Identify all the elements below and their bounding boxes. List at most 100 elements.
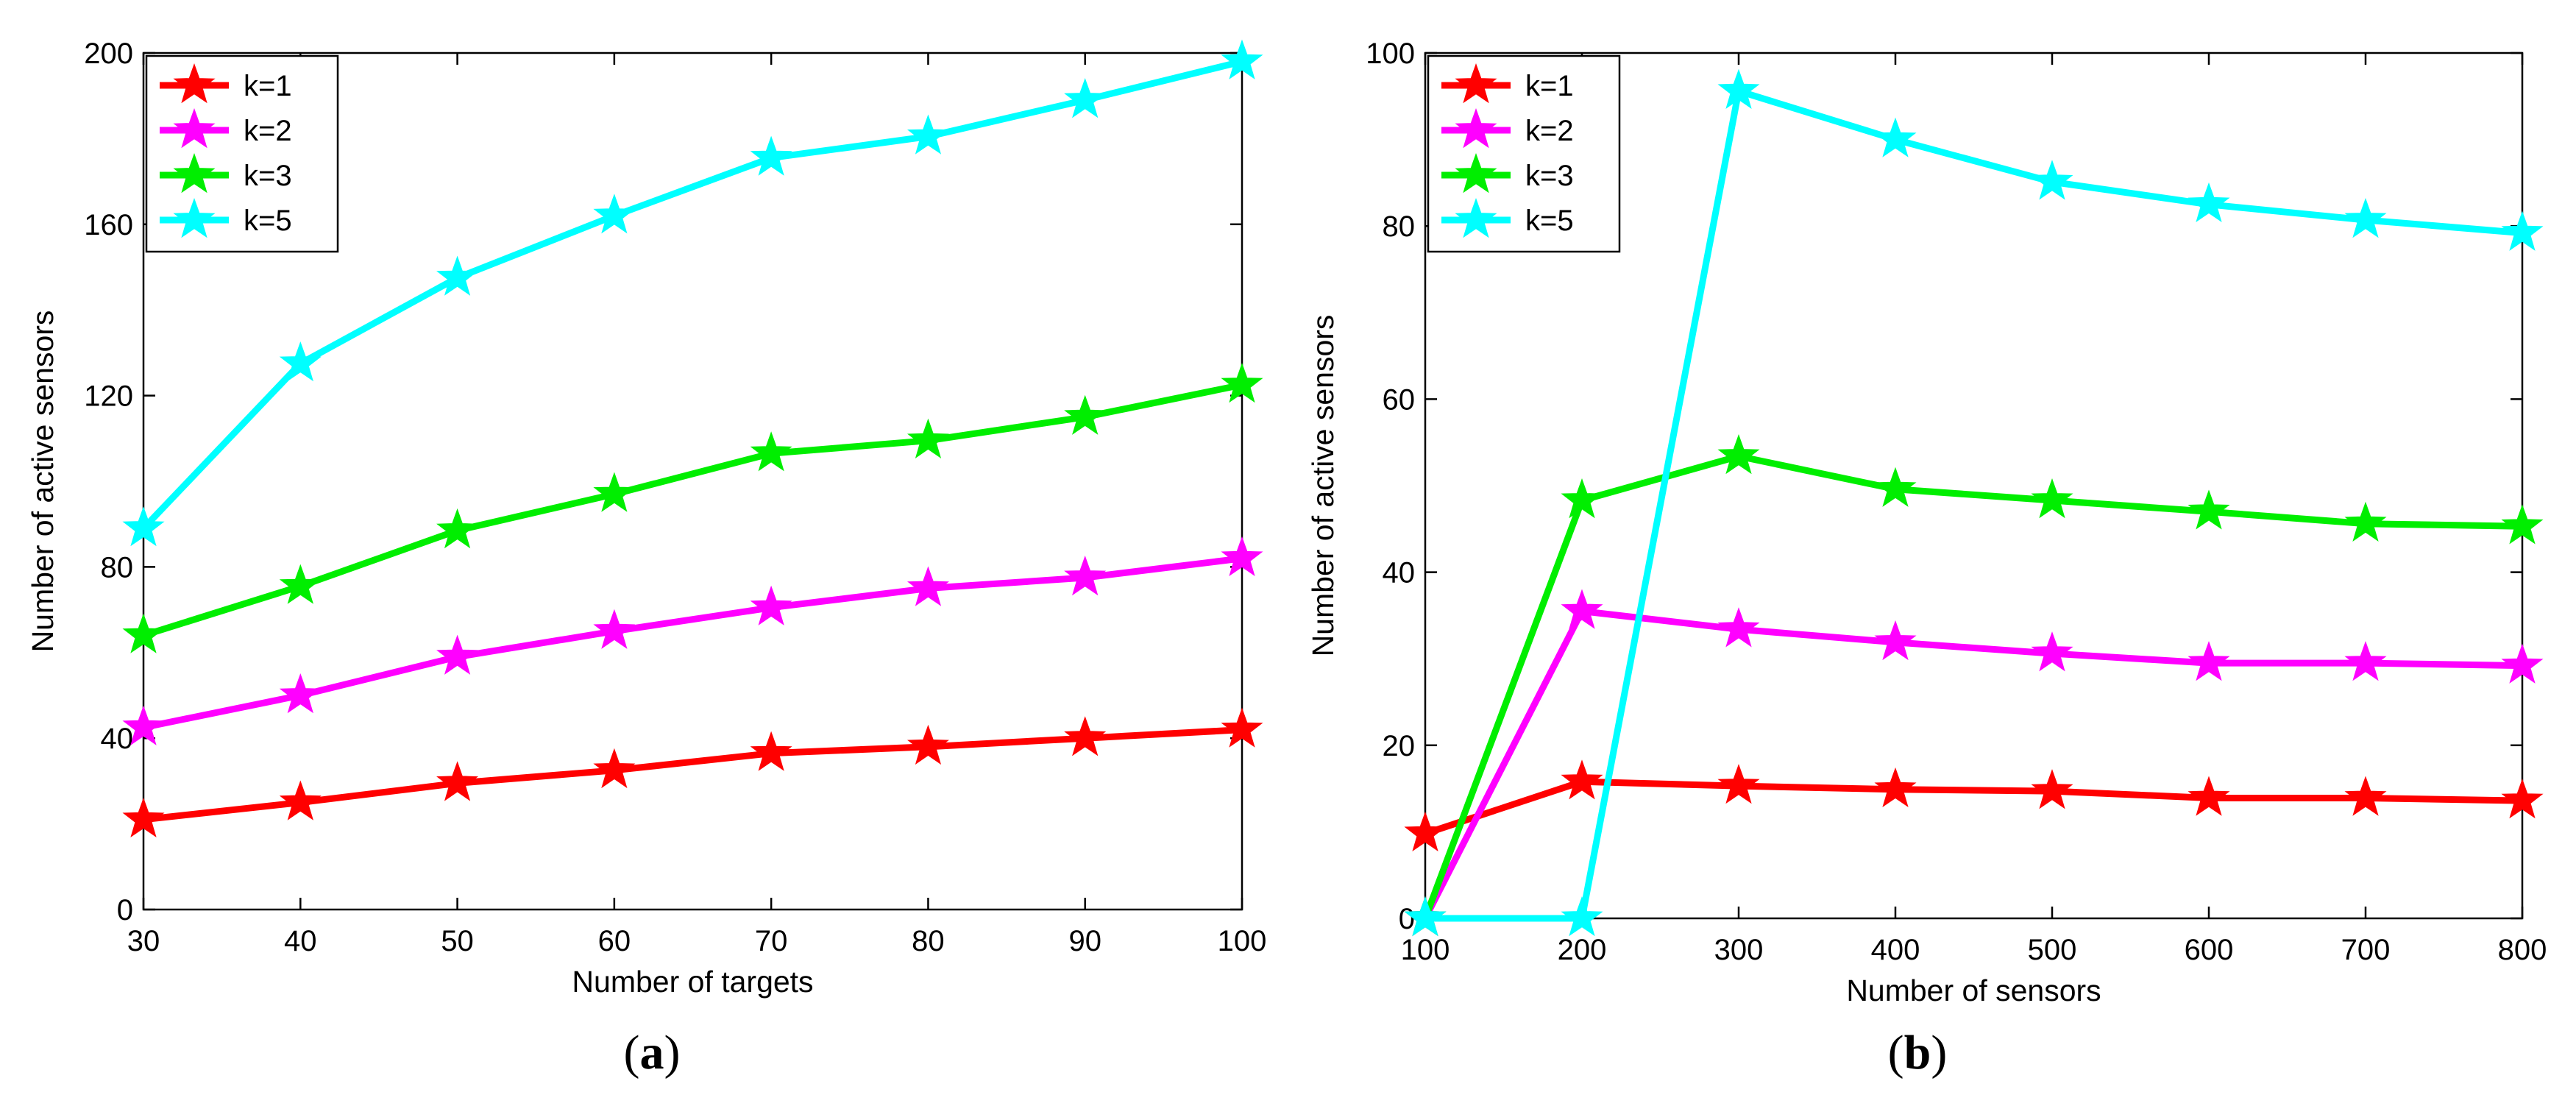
x-axis-label: Number of sensors xyxy=(1846,974,2101,1007)
legend-marker xyxy=(173,198,216,238)
x-tick-label: 800 xyxy=(2498,934,2547,966)
data-point xyxy=(1561,589,1603,629)
data-point xyxy=(2031,478,2073,519)
data-point xyxy=(1874,467,1917,507)
data-point xyxy=(906,418,949,459)
legend: k=1 k=2 k=3 k=5 xyxy=(145,54,339,253)
data-point xyxy=(279,564,322,604)
series-line xyxy=(1422,453,2523,920)
data-point xyxy=(750,135,792,176)
x-tick-label: 80 xyxy=(912,925,945,957)
data-point xyxy=(2344,198,2387,238)
y-axis-label: Number of active sensors xyxy=(1306,315,1340,657)
series-line xyxy=(1425,88,2523,922)
legend-marker xyxy=(173,108,216,149)
data-point xyxy=(2344,776,2387,816)
y-tick-label: 60 xyxy=(1383,383,1416,416)
data-point xyxy=(1717,764,1760,804)
data-point xyxy=(436,255,479,296)
data-point xyxy=(279,341,322,382)
y-tick-label: 0 xyxy=(117,894,133,926)
data-point xyxy=(122,613,165,653)
legend-marker xyxy=(173,153,216,194)
series-k=3 xyxy=(122,363,1263,653)
legend-label: k=2 xyxy=(244,115,292,147)
data-point xyxy=(2031,631,2073,672)
y-tick-label: 120 xyxy=(84,380,133,413)
data-point xyxy=(1874,620,1917,661)
data-point xyxy=(1717,434,1760,475)
data-point xyxy=(2501,504,2544,545)
series-k=2 xyxy=(122,536,1263,745)
series-line xyxy=(142,381,1243,639)
legend-label: k=3 xyxy=(1525,160,1574,192)
data-point xyxy=(279,780,322,820)
data-point xyxy=(593,609,636,649)
data-point xyxy=(1221,707,1263,748)
data-point xyxy=(1874,117,1917,157)
data-point xyxy=(2188,489,2230,530)
legend-label: k=1 xyxy=(1525,70,1574,102)
x-tick-label: 100 xyxy=(1218,925,1267,957)
y-tick-label: 80 xyxy=(1383,210,1416,243)
data-point xyxy=(1717,68,1760,110)
legend-label: k=5 xyxy=(1525,205,1574,237)
y-tick-label: 160 xyxy=(84,209,133,241)
series-line xyxy=(143,726,1243,823)
data-point xyxy=(436,508,479,549)
data-point xyxy=(750,431,792,472)
x-tick-label: 700 xyxy=(2341,934,2391,966)
panel-label: (b) xyxy=(1888,1026,1948,1080)
y-tick-label: 100 xyxy=(1366,38,1415,70)
data-point xyxy=(2031,160,2073,200)
data-point xyxy=(122,705,165,745)
data-point xyxy=(2501,643,2544,684)
y-tick-label: 20 xyxy=(1383,730,1416,762)
data-point xyxy=(2344,501,2387,542)
data-point xyxy=(2501,210,2544,251)
data-point xyxy=(1561,896,1603,937)
data-point xyxy=(593,472,636,512)
x-tick-label: 600 xyxy=(2185,934,2234,966)
x-tick-label: 30 xyxy=(127,925,160,957)
data-point xyxy=(2188,776,2230,816)
y-tick-label: 0 xyxy=(1399,903,1415,935)
data-point xyxy=(279,673,322,714)
y-tick-label: 200 xyxy=(84,38,133,70)
series-k=5 xyxy=(122,39,1263,547)
y-tick-label: 40 xyxy=(101,723,134,755)
data-point xyxy=(122,506,165,547)
y-axis-label: Number of active sensors xyxy=(26,311,60,653)
series-line xyxy=(1422,608,2523,921)
legend-marker xyxy=(1455,108,1497,149)
data-point xyxy=(593,194,636,234)
data-point xyxy=(2188,641,2230,681)
x-tick-label: 100 xyxy=(1401,934,1450,966)
x-tick-label: 500 xyxy=(2028,934,2077,966)
x-tick-label: 300 xyxy=(1714,934,1764,966)
data-point xyxy=(906,566,949,606)
legend-marker xyxy=(1455,63,1497,104)
series-line xyxy=(143,555,1243,731)
chart-panel-b: 100 200 300 400 500 600 700 800 0 20 40 60 80 100 Numb… xyxy=(1306,38,2547,1080)
data-point xyxy=(906,724,949,765)
data-point xyxy=(1874,767,1917,807)
data-point xyxy=(1221,39,1263,79)
y-tick-label: 80 xyxy=(101,551,134,584)
data-point xyxy=(1064,78,1107,118)
chart-panel-a: 30 40 50 60 70 80 90 100 0 40 80 120 160 200 Number of… xyxy=(26,38,1266,1080)
x-tick-label: 200 xyxy=(1558,934,1607,966)
data-point xyxy=(1221,536,1263,576)
legend-label: k=3 xyxy=(244,160,292,192)
data-point xyxy=(1717,607,1760,648)
data-point xyxy=(906,114,949,155)
data-point xyxy=(1404,811,1447,851)
data-point xyxy=(2188,182,2230,222)
legend-marker xyxy=(1455,153,1497,194)
data-point xyxy=(436,634,479,675)
x-tick-label: 40 xyxy=(284,925,317,957)
data-point xyxy=(1561,478,1603,519)
panel-label: (a) xyxy=(624,1026,681,1080)
legend-label: k=2 xyxy=(1525,115,1574,147)
